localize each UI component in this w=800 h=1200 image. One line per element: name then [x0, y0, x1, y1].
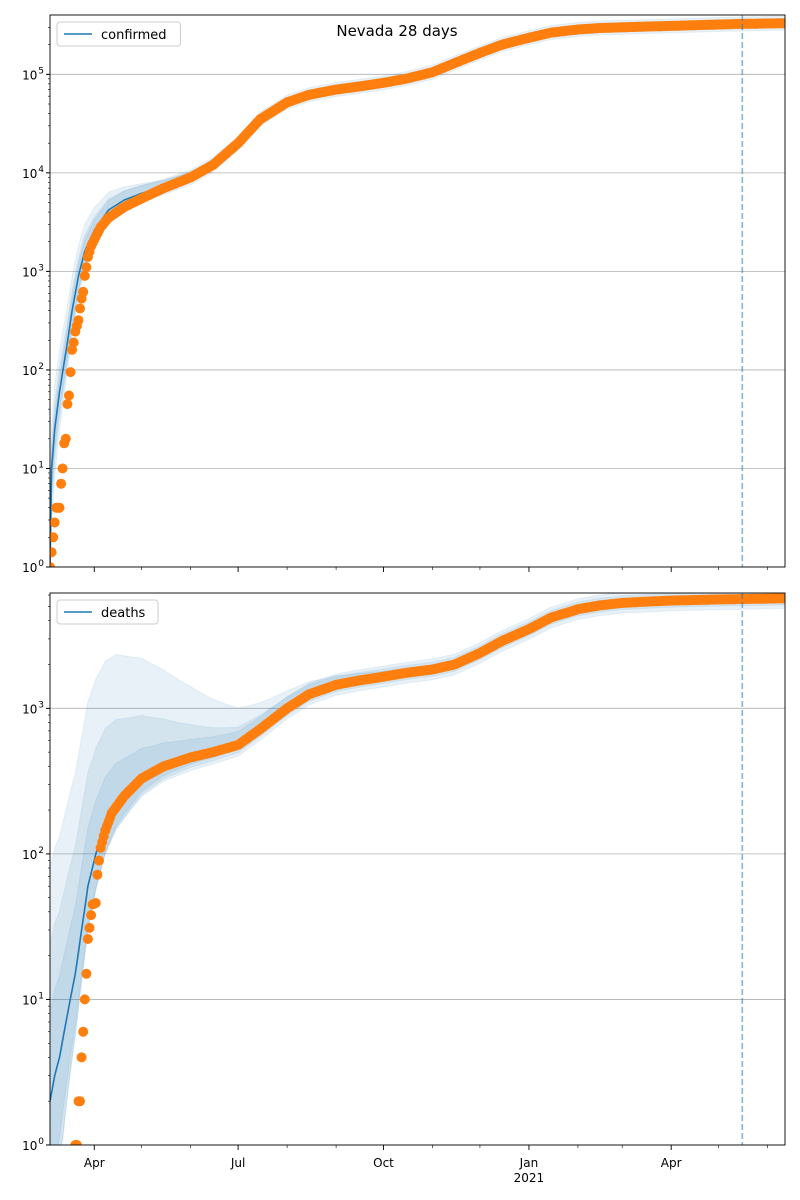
uncertainty-band — [50, 593, 785, 1145]
y-tick-caret: ^ — [37, 1002, 38, 1005]
x-tick-label: Jan — [519, 1156, 539, 1170]
y-tick-exponent: 0 — [38, 559, 44, 569]
y-tick-base: 10 — [22, 462, 37, 476]
observed-point — [81, 262, 92, 273]
observed-point — [57, 463, 68, 474]
observed-point — [65, 367, 76, 378]
uncertainty-band — [50, 20, 785, 567]
y-tick-label: 10^2 — [22, 362, 44, 378]
x-tick-label: Jul — [230, 1156, 245, 1170]
observed-point — [50, 517, 60, 528]
y-tick-label: 10^4 — [22, 165, 44, 181]
x-tick-label: Oct — [373, 1156, 394, 1170]
observed-point — [90, 898, 101, 908]
y-tick-label: 10^2 — [22, 846, 44, 862]
y-tick-caret: ^ — [37, 570, 38, 573]
plot-area — [50, 15, 785, 567]
observed-point — [79, 270, 90, 281]
observed-point — [92, 869, 103, 880]
legend-box — [56, 21, 181, 47]
y-tick-label: 10^0 — [22, 1137, 44, 1153]
legend-label: confirmed — [101, 28, 167, 43]
observed-point — [71, 1140, 82, 1145]
observed-point — [94, 855, 104, 866]
observed-point — [50, 547, 57, 558]
observed-point — [62, 399, 73, 410]
y-tick-label: 10^3 — [22, 700, 44, 716]
y-tick-exponent: 3 — [38, 263, 44, 273]
x-year-label: 2021 — [514, 1171, 545, 1185]
y-tick-base: 10 — [22, 702, 37, 716]
y-tick-base: 10 — [22, 993, 37, 1007]
observed-point — [54, 502, 65, 513]
observed-point — [76, 1052, 87, 1063]
y-tick-label: 10^5 — [22, 66, 44, 82]
observed-point — [79, 994, 90, 1005]
y-tick-caret: ^ — [37, 274, 38, 277]
y-tick-base: 10 — [22, 561, 37, 575]
y-tick-caret: ^ — [37, 373, 38, 376]
observed-point — [56, 478, 67, 489]
x-tick-label: Apr — [661, 1156, 682, 1170]
observed-point — [50, 562, 55, 567]
observed-point — [86, 910, 97, 921]
y-tick-base: 10 — [22, 1139, 37, 1153]
y-tick-label: 10^1 — [22, 460, 44, 476]
y-tick-base: 10 — [22, 265, 37, 279]
observed-point — [73, 315, 84, 326]
y-tick-exponent: 1 — [38, 991, 44, 1001]
axes-frame — [49, 592, 786, 1146]
observed-point — [78, 286, 89, 297]
y-tick-caret: ^ — [37, 711, 38, 714]
plot-area — [50, 593, 785, 1145]
y-tick-caret: ^ — [37, 77, 38, 80]
x-tick-label: Apr — [84, 1156, 105, 1170]
chart-title: Nevada 28 days — [336, 22, 457, 40]
legend-box — [56, 599, 159, 625]
observed-point — [82, 934, 93, 944]
y-tick-exponent: 2 — [38, 362, 44, 372]
y-tick-label: 10^1 — [22, 991, 44, 1007]
y-tick-base: 10 — [22, 167, 37, 181]
y-tick-caret: ^ — [37, 471, 38, 474]
y-tick-base: 10 — [22, 68, 37, 82]
y-tick-caret: ^ — [37, 176, 38, 179]
legend-label: deaths — [101, 606, 146, 621]
y-tick-base: 10 — [22, 848, 37, 862]
observed-point — [75, 1096, 85, 1107]
y-tick-exponent: 5 — [38, 66, 44, 76]
observed-point — [75, 303, 85, 314]
y-tick-exponent: 1 — [38, 460, 44, 470]
y-tick-exponent: 4 — [38, 165, 44, 175]
y-tick-base: 10 — [22, 364, 37, 378]
uncertainty-band — [50, 17, 785, 567]
observed-point — [780, 593, 785, 604]
observed-point — [84, 922, 95, 933]
y-tick-label: 10^3 — [22, 263, 44, 279]
legend: deaths — [56, 599, 159, 625]
y-tick-exponent: 0 — [38, 1137, 44, 1147]
observed-point — [68, 337, 79, 348]
observed-point — [64, 390, 74, 401]
uncertainty-band — [50, 15, 785, 567]
y-tick-exponent: 3 — [38, 700, 44, 710]
observed-point — [81, 968, 92, 979]
fit-line — [50, 22, 785, 567]
y-tick-exponent: 2 — [38, 846, 44, 856]
axes-frame — [49, 14, 786, 568]
observed-point — [50, 532, 59, 543]
legend: confirmed — [56, 21, 181, 47]
y-tick-caret: ^ — [37, 1148, 38, 1151]
uncertainty-band — [50, 593, 785, 1145]
y-tick-caret: ^ — [37, 857, 38, 860]
y-tick-label: 10^0 — [22, 559, 44, 575]
observed-point — [780, 18, 785, 29]
observed-point — [60, 433, 71, 444]
observed-point — [78, 1026, 89, 1037]
